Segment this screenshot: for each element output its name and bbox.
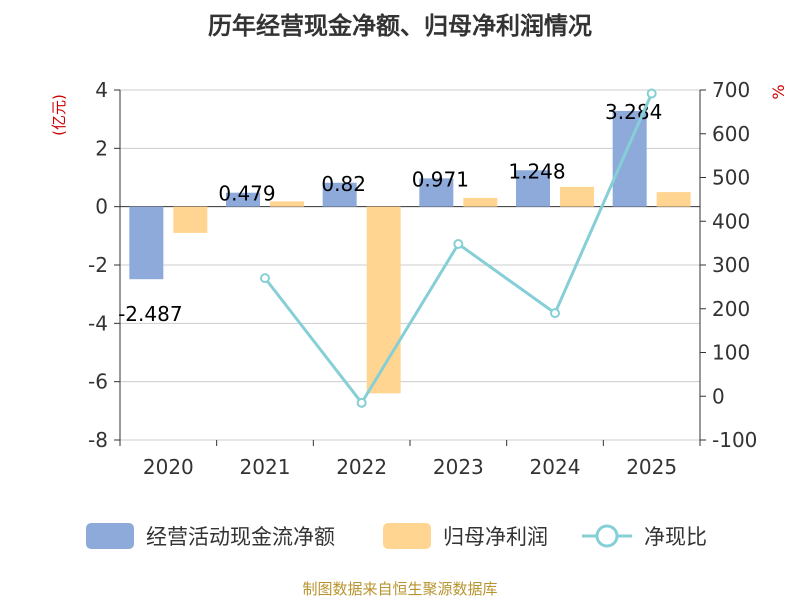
y-left-unit: (亿元)	[50, 94, 68, 136]
bar-net-profit	[463, 197, 498, 207]
y-right-tick-label: -100	[712, 428, 757, 452]
bar-net-profit	[173, 206, 208, 233]
y-right-tick-label: 500	[712, 166, 750, 190]
bar-net-profit	[366, 206, 401, 394]
x-tick-label: 2023	[433, 455, 484, 479]
y-left-tick-label: -8	[88, 428, 108, 452]
bar-net-profit	[656, 192, 691, 207]
legend-swatch-marker[interactable]	[595, 524, 619, 548]
source-note: 制图数据来自恒生聚源数据库	[302, 580, 498, 598]
y-left-tick-label: 2	[95, 136, 108, 160]
bar-net-profit	[560, 186, 594, 207]
x-tick-label: 2020	[143, 455, 194, 479]
chart-title: 历年经营现金净额、归母净利润情况	[208, 12, 592, 40]
legend-label: 净现比	[644, 525, 707, 549]
bar-value-label: 0.479	[218, 182, 275, 206]
y-left-tick-label: 0	[95, 195, 108, 219]
bar-net-profit	[270, 201, 304, 207]
y-right-unit: %	[769, 84, 788, 99]
line-point	[356, 397, 367, 408]
x-tick-label: 2024	[530, 455, 581, 479]
bar-cashflow	[322, 182, 357, 207]
legend-label: 归母净利润	[443, 525, 548, 549]
y-right-tick-label: 0	[712, 384, 725, 408]
bar-cashflow	[419, 178, 454, 207]
bar-value-label: 0.971	[412, 167, 469, 191]
line-point	[260, 273, 270, 284]
bar-value-label: 1.248	[508, 159, 565, 183]
y-left-tick-label: -6	[88, 370, 108, 394]
y-right-tick-label: 100	[712, 341, 750, 365]
bar-value-label: -2.487	[118, 302, 182, 326]
y-left-tick-label: -4	[88, 311, 108, 335]
bar-cashflow	[226, 192, 260, 207]
x-tick-label: 2025	[626, 455, 677, 479]
y-right-tick-label: 300	[712, 253, 750, 277]
line-point	[453, 239, 464, 249]
line-point	[646, 88, 657, 99]
y-right-tick-label: 700	[712, 78, 750, 102]
y-left-tick-label: 4	[95, 78, 108, 102]
bar-cashflow	[516, 170, 550, 207]
bar-cashflow	[612, 110, 647, 207]
y-right-tick-label: 200	[712, 297, 750, 321]
x-tick-label: 2021	[240, 455, 291, 479]
y-left-tick-label: -2	[88, 253, 108, 277]
bar-cashflow	[129, 206, 164, 280]
line-point	[550, 308, 560, 319]
x-tick-label: 2022	[336, 455, 387, 479]
legend-label: 经营活动现金流净额	[146, 525, 335, 549]
legend-swatch[interactable]	[383, 523, 431, 549]
bar-value-label: 3.284	[605, 100, 662, 124]
bar-value-label: 0.82	[321, 172, 366, 196]
legend-swatch[interactable]	[86, 523, 134, 549]
y-right-tick-label: 600	[712, 122, 750, 146]
y-right-tick-label: 400	[712, 209, 750, 233]
